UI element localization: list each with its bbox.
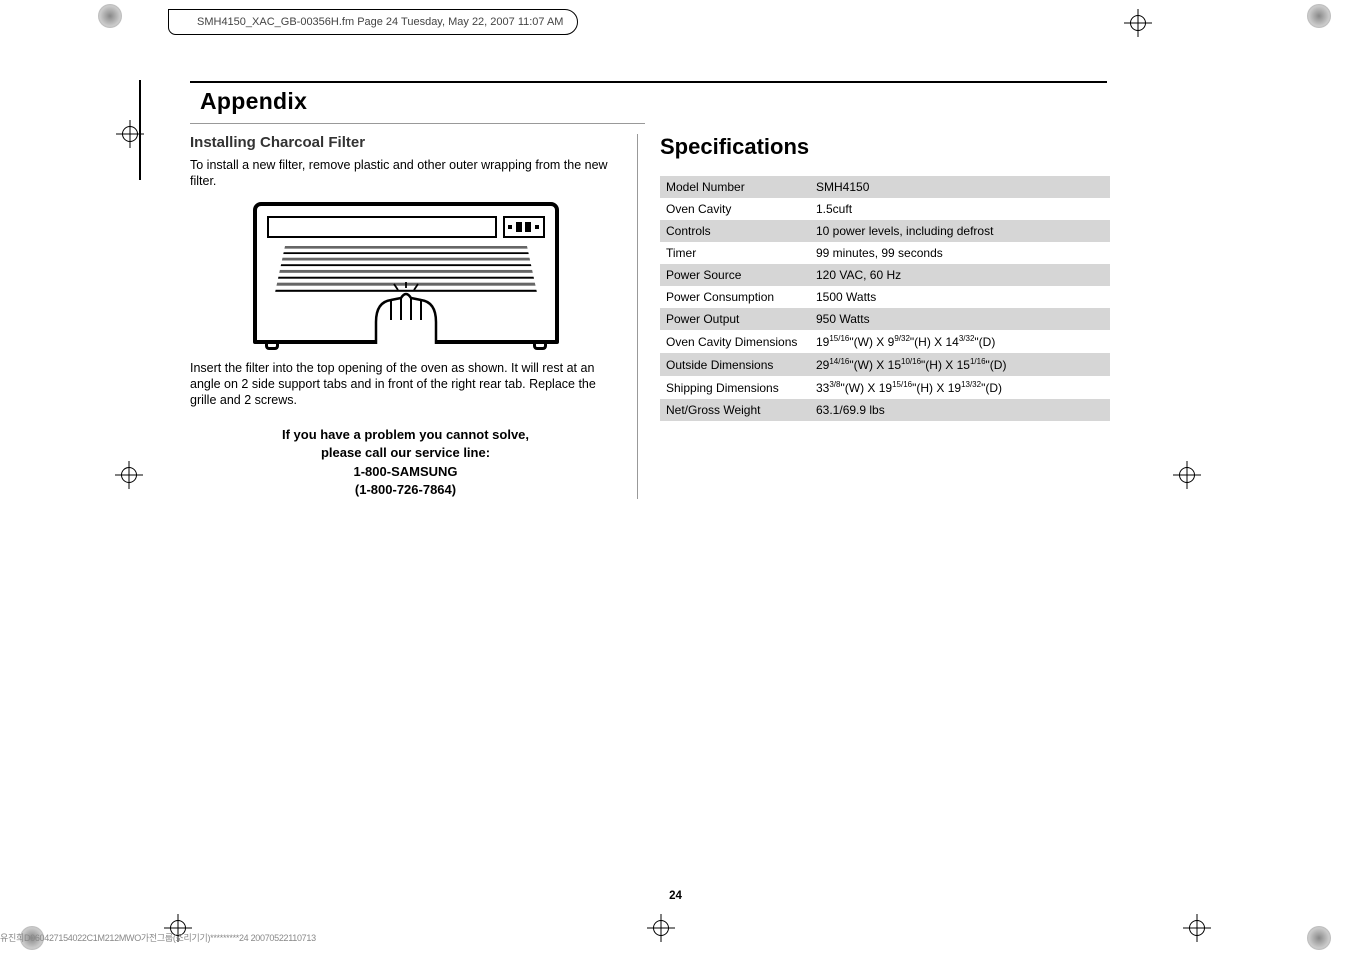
table-row: Power Output950 Watts [660,308,1110,330]
spec-value: 63.1/69.9 lbs [810,399,1110,421]
heading-underline [190,123,645,124]
intro-paragraph: To install a new filter, remove plastic … [190,157,621,190]
table-row: Oven Cavity Dimensions1915/16"(W) X 99/3… [660,330,1110,353]
spec-label: Outside Dimensions [660,353,810,376]
table-row: Timer99 minutes, 99 seconds [660,242,1110,264]
registration-mark-icon [115,461,143,489]
registration-mark-icon [647,914,675,942]
installing-heading: Installing Charcoal Filter [190,134,621,151]
charcoal-filter-illustration [251,202,561,344]
spec-label: Power Consumption [660,286,810,308]
spec-value: 1.5cuft [810,198,1110,220]
table-row: Outside Dimensions2914/16"(W) X 1510/16"… [660,353,1110,376]
framemaker-header-banner: SMH4150_XAC_GB-00356H.fm Page 24 Tuesday… [168,9,578,35]
page-number: 24 [669,890,682,902]
page-content: Appendix Installing Charcoal Filter To i… [190,84,1110,499]
table-row: Power Source120 VAC, 60 Hz [660,264,1110,286]
table-row: Oven Cavity1.5cuft [660,198,1110,220]
specifications-table: Model NumberSMH4150Oven Cavity1.5cuftCon… [660,176,1110,421]
footer-imprint: 유진희D060427154022C1M212MWO가전그룹(조리기기)*****… [0,931,316,944]
registration-mark-icon [1183,914,1211,942]
table-row: Model NumberSMH4150 [660,176,1110,198]
spec-label: Shipping Dimensions [660,376,810,399]
spec-label: Net/Gross Weight [660,399,810,421]
table-row: Power Consumption1500 Watts [660,286,1110,308]
spec-label: Oven Cavity Dimensions [660,330,810,353]
appendix-heading: Appendix [200,88,1110,115]
spec-value: 333/8"(W) X 1915/16"(H) X 1913/32"(D) [810,376,1110,399]
right-column: Specifications Model NumberSMH4150Oven C… [656,134,1110,499]
page-rule-left [139,80,141,180]
spec-value: 1500 Watts [810,286,1110,308]
spec-label: Controls [660,220,810,242]
left-column: Installing Charcoal Filter To install a … [190,134,638,499]
spec-label: Timer [660,242,810,264]
specifications-heading: Specifications [660,134,1110,160]
callout-line-2: please call our service line: [190,444,621,462]
spec-value: 2914/16"(W) X 1510/16"(H) X 151/16"(D) [810,353,1110,376]
spec-value: 950 Watts [810,308,1110,330]
spec-label: Oven Cavity [660,198,810,220]
crop-mark-icon [1307,926,1331,950]
table-row: Controls10 power levels, including defro… [660,220,1110,242]
callout-line-1: If you have a problem you cannot solve, [190,426,621,444]
banner-text: SMH4150_XAC_GB-00356H.fm Page 24 Tuesday… [197,16,563,28]
crop-mark-icon [1307,4,1331,28]
page-rule-top [190,81,1107,83]
spec-value: 10 power levels, including defrost [810,220,1110,242]
table-row: Shipping Dimensions333/8"(W) X 1915/16"(… [660,376,1110,399]
table-row: Net/Gross Weight63.1/69.9 lbs [660,399,1110,421]
callout-line-3: 1-800-SAMSUNG [190,463,621,481]
spec-label: Model Number [660,176,810,198]
spec-label: Power Output [660,308,810,330]
registration-mark-icon [1124,9,1152,37]
spec-value: SMH4150 [810,176,1110,198]
hand-icon [356,282,456,344]
callout-line-4: (1-800-726-7864) [190,481,621,499]
spec-value: 99 minutes, 99 seconds [810,242,1110,264]
registration-mark-icon [1173,461,1201,489]
crop-mark-icon [98,4,122,28]
service-callout: If you have a problem you cannot solve, … [190,426,621,499]
instruction-paragraph: Insert the filter into the top opening o… [190,360,621,409]
spec-label: Power Source [660,264,810,286]
spec-value: 120 VAC, 60 Hz [810,264,1110,286]
spec-value: 1915/16"(W) X 99/32"(H) X 143/32"(D) [810,330,1110,353]
